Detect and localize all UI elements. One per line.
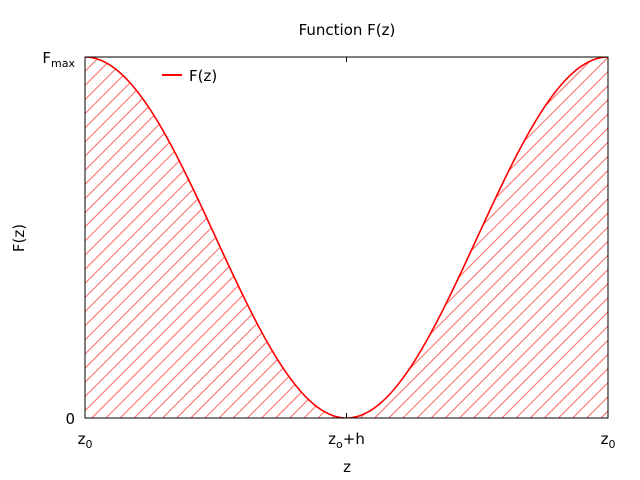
plot-area-layer [85, 57, 608, 418]
series-line-f-z [85, 57, 608, 418]
legend: F(z) [162, 67, 217, 85]
y-tick-label: 0 [65, 410, 75, 428]
legend-label: F(z) [189, 67, 217, 85]
x-axis-label: z [343, 458, 351, 476]
x-tick-label: z0 [78, 430, 93, 451]
chart-title: Function F(z) [299, 21, 396, 39]
x-tick-label: zo+h [328, 430, 365, 451]
x-tick-label: z0 [601, 430, 616, 451]
y-axis-label: F(z) [10, 224, 28, 252]
y-tick-label: Fmax [42, 49, 75, 70]
hatched-area [85, 57, 608, 418]
